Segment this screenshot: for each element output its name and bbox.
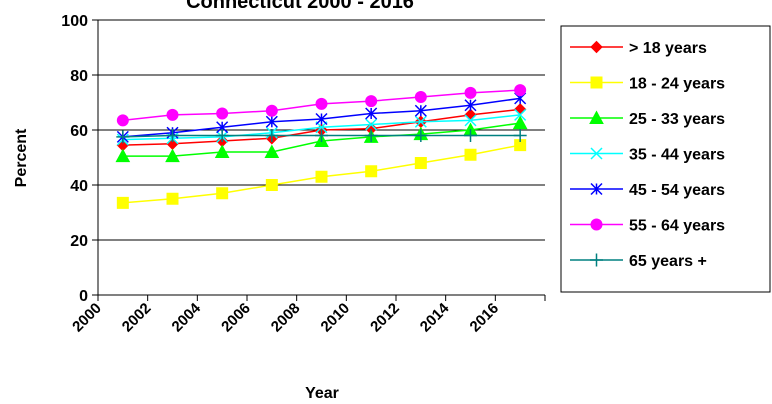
data-point-5-5: [365, 95, 378, 108]
data-point-1-2: [216, 187, 229, 200]
data-point-6-4: [315, 129, 328, 142]
data-point-2-0: [115, 148, 131, 163]
x-tick-label-2002: 2002: [119, 300, 155, 336]
y-tick-label-20: 20: [70, 233, 88, 250]
data-point-3-5: [365, 118, 378, 131]
data-point-5-2: [216, 107, 229, 120]
legend-label-5: 55 - 64 years: [629, 218, 725, 235]
series-5: [116, 84, 527, 127]
x-axis-label: Year: [305, 385, 339, 402]
x-tick-label-2004: 2004: [169, 299, 205, 335]
data-point-2-8: [512, 115, 528, 130]
data-point-6-0: [116, 130, 130, 144]
data-point-5-7: [464, 86, 477, 99]
x-tick-label-2006: 2006: [218, 300, 254, 336]
x-tick-label-2012: 2012: [367, 300, 403, 336]
legend-marker-5: [590, 218, 603, 231]
data-point-6-7: [464, 129, 477, 142]
data-point-6-2: [215, 129, 229, 142]
series-3: [116, 108, 527, 146]
data-point-1-4: [315, 170, 328, 183]
series-1: [116, 139, 527, 209]
data-point-6-6: [414, 129, 428, 142]
data-point-5-4: [315, 97, 328, 110]
data-point-4-4: [315, 112, 328, 126]
data-point-6-3: [265, 129, 279, 142]
x-tick-label-2010: 2010: [318, 300, 354, 336]
legend-marker-2: [589, 110, 604, 124]
data-point-2-1: [165, 148, 180, 163]
data-point-4-6: [414, 104, 427, 117]
x-tick-label-2016: 2016: [467, 300, 503, 336]
data-point-1-1: [166, 192, 179, 205]
data-point-1-0: [116, 196, 129, 209]
data-point-1-6: [414, 157, 427, 169]
y-axis-ticks: 0 20 40 60 80 100: [61, 13, 98, 305]
data-point-4-5: [365, 107, 378, 120]
data-point-5-8: [514, 84, 527, 97]
legend: > 18 years 18 - 24 years 25 - 33 years 35 -…: [560, 25, 771, 293]
legend-marker-6: [590, 253, 603, 267]
x-tick-label-2008: 2008: [268, 300, 304, 336]
data-point-4-7: [464, 99, 477, 112]
legend-marker-1: [590, 76, 603, 89]
data-point-5-6: [414, 91, 427, 103]
legend-label-1: 18 - 24 years: [629, 76, 725, 93]
legend-label-2: 25 - 33 years: [629, 111, 725, 128]
data-point-1-7: [464, 148, 477, 161]
data-point-6-1: [166, 129, 179, 142]
data-point-0-7: [464, 108, 477, 122]
x-tick-label-2014: 2014: [417, 299, 453, 335]
y-tick-label-80: 80: [70, 68, 88, 85]
data-point-3-6: [414, 115, 427, 128]
series-group: [115, 84, 528, 209]
data-point-2-3: [264, 144, 280, 158]
data-point-0-8: [513, 103, 527, 116]
legend-marker-3: [590, 147, 603, 160]
data-point-3-7: [464, 114, 477, 127]
legend-label-4: 45 - 54 years: [629, 182, 725, 199]
legend-box: [560, 25, 771, 293]
y-tick-label-100: 100: [61, 13, 88, 30]
legend-label-3: 35 - 44 years: [629, 147, 725, 164]
axes: [97, 20, 545, 296]
chart-title: Connecticut 2000 - 2016: [186, 0, 414, 13]
legend-label-0: > 18 years: [629, 40, 707, 57]
x-tick-label-2000: 2000: [69, 300, 105, 336]
legend-label-6: 65 years +: [629, 253, 707, 270]
data-point-4-3: [265, 115, 278, 128]
data-point-5-0: [116, 114, 129, 127]
data-point-2-2: [214, 144, 230, 158]
y-tick-label-40: 40: [70, 178, 88, 195]
y-tick-label-60: 60: [70, 123, 88, 140]
y-axis-label: Percent: [13, 128, 30, 187]
y-tick-label-0: 0: [79, 288, 88, 305]
data-point-6-5: [364, 129, 378, 142]
data-point-1-5: [365, 165, 378, 178]
legend-marker-4: [590, 182, 603, 196]
legend-marker-0: [590, 40, 603, 54]
data-point-3-8: [514, 108, 527, 121]
data-point-1-3: [265, 179, 278, 191]
series-6: [116, 129, 527, 144]
data-point-6-8: [513, 129, 527, 142]
data-point-5-1: [166, 108, 179, 121]
data-point-5-3: [265, 104, 278, 117]
x-axis-ticks: 2000 2002 2004 2006 2008 2010 2012 2014 2016: [69, 295, 546, 336]
